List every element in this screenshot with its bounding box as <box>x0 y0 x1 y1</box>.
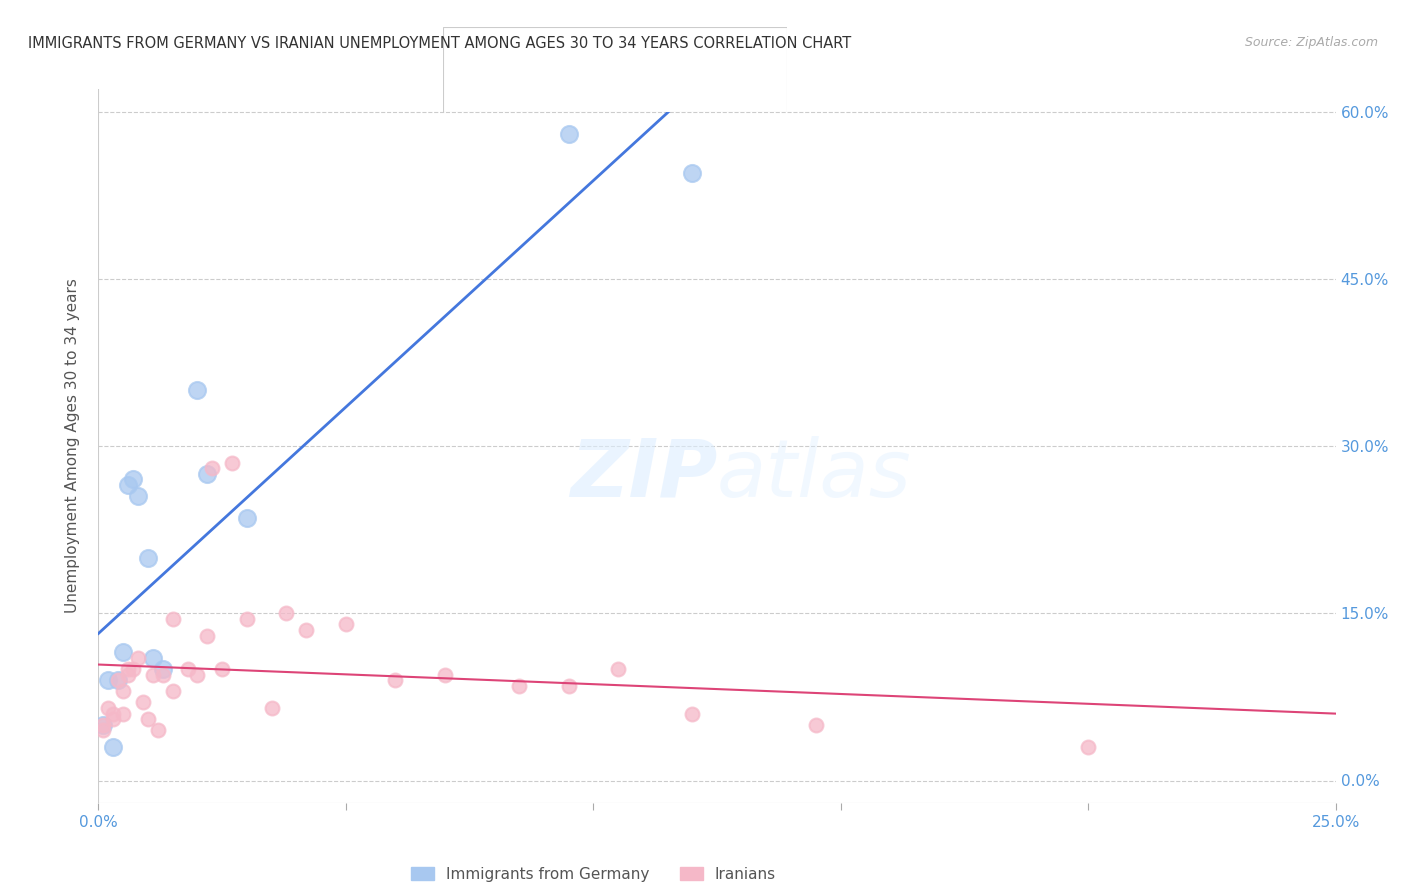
Text: ZIP: ZIP <box>569 435 717 514</box>
Point <box>112 706 135 721</box>
Text: atlas: atlas <box>717 435 912 514</box>
Point <box>804 717 827 731</box>
Point <box>97 701 120 715</box>
Text: R =: R = <box>502 41 531 55</box>
Point <box>136 712 159 726</box>
Point <box>162 684 184 698</box>
Point <box>117 667 139 681</box>
Text: N =: N = <box>650 41 681 55</box>
FancyBboxPatch shape <box>453 75 488 105</box>
Text: N =: N = <box>650 83 681 97</box>
Point <box>236 612 259 626</box>
Point <box>211 662 233 676</box>
Point <box>136 550 159 565</box>
Text: -0.148: -0.148 <box>557 83 606 97</box>
Point <box>433 667 456 681</box>
Point <box>112 684 135 698</box>
Point <box>93 717 115 731</box>
Point <box>97 673 120 687</box>
Point <box>122 473 145 487</box>
Point <box>112 645 135 659</box>
Point <box>103 712 125 726</box>
FancyBboxPatch shape <box>443 27 787 112</box>
Point <box>557 679 579 693</box>
Point <box>276 607 298 621</box>
Point <box>162 612 184 626</box>
Point <box>1077 740 1099 755</box>
Point <box>176 662 198 676</box>
Point <box>152 667 174 681</box>
Point <box>142 651 165 665</box>
Point <box>607 662 630 676</box>
Point <box>221 456 243 470</box>
Point <box>152 662 174 676</box>
Legend: Immigrants from Germany, Iranians: Immigrants from Germany, Iranians <box>405 861 782 888</box>
Point <box>681 166 703 180</box>
Point <box>103 740 125 755</box>
Point <box>557 127 579 141</box>
Point <box>107 673 129 687</box>
Text: R =: R = <box>502 83 531 97</box>
Point <box>122 662 145 676</box>
Text: 0.691: 0.691 <box>557 41 606 55</box>
Point <box>127 651 149 665</box>
Point <box>117 662 139 676</box>
Point <box>127 489 149 503</box>
Point <box>384 673 406 687</box>
Text: 16: 16 <box>704 41 728 55</box>
Text: IMMIGRANTS FROM GERMANY VS IRANIAN UNEMPLOYMENT AMONG AGES 30 TO 34 YEARS CORREL: IMMIGRANTS FROM GERMANY VS IRANIAN UNEMP… <box>28 36 852 51</box>
Point <box>201 461 224 475</box>
Point <box>93 723 115 738</box>
Point <box>132 696 155 710</box>
Point <box>117 478 139 492</box>
Point <box>186 667 208 681</box>
Point <box>103 706 125 721</box>
Point <box>186 384 208 398</box>
Text: Source: ZipAtlas.com: Source: ZipAtlas.com <box>1244 36 1378 49</box>
Point <box>142 667 165 681</box>
Point <box>107 673 129 687</box>
Point <box>93 717 115 731</box>
FancyBboxPatch shape <box>453 33 488 63</box>
Y-axis label: Unemployment Among Ages 30 to 34 years: Unemployment Among Ages 30 to 34 years <box>65 278 80 614</box>
Point <box>335 617 357 632</box>
Point <box>195 628 218 642</box>
Point <box>508 679 530 693</box>
Point <box>681 706 703 721</box>
Text: 38: 38 <box>704 83 728 97</box>
Point <box>295 623 318 637</box>
Point <box>260 701 283 715</box>
Point <box>195 467 218 481</box>
Point <box>146 723 169 738</box>
Point <box>236 511 259 525</box>
